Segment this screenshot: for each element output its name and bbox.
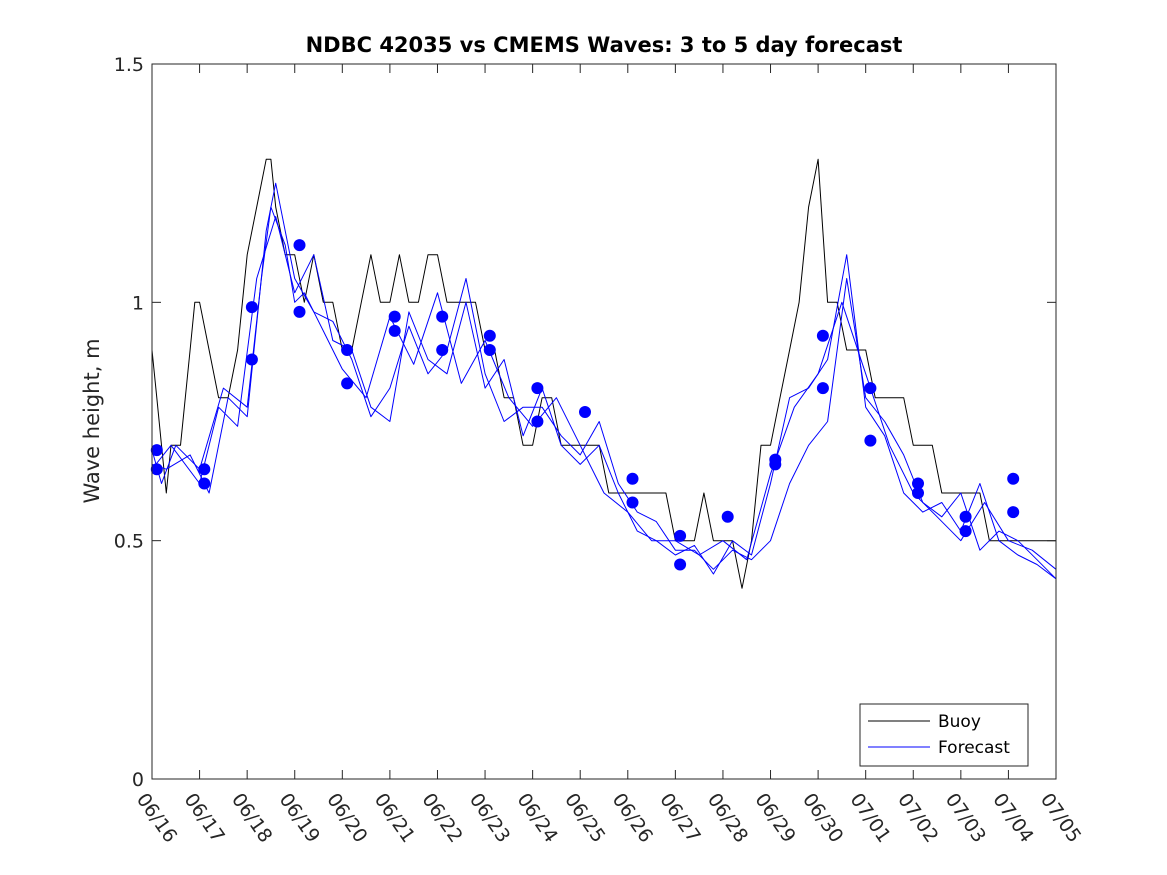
forecast-initial-point xyxy=(769,458,782,471)
forecast-initial-point xyxy=(674,529,687,542)
forecast-initial-point xyxy=(816,329,829,342)
forecast-initial-point xyxy=(626,472,639,485)
forecast-initial-point xyxy=(626,496,639,509)
forecast-initial-point xyxy=(531,415,544,428)
y-tick-label: 0.5 xyxy=(114,531,144,553)
forecast-initial-point xyxy=(150,463,163,476)
forecast-initial-point xyxy=(959,525,972,538)
chart-title: NDBC 42035 vs CMEMS Waves: 3 to 5 day fo… xyxy=(306,33,903,57)
forecast-initial-point xyxy=(245,353,258,366)
forecast-initial-point xyxy=(150,444,163,457)
forecast-initial-point xyxy=(341,377,354,390)
legend-label-forecast: Forecast xyxy=(938,738,1010,758)
forecast-initial-point xyxy=(959,510,972,523)
forecast-initial-point xyxy=(531,382,544,395)
forecast-initial-point xyxy=(721,510,734,523)
forecast-initial-point xyxy=(198,477,211,490)
forecast-initial-point xyxy=(388,324,401,337)
forecast-initial-point xyxy=(1007,472,1020,485)
forecast-initial-point xyxy=(198,463,211,476)
forecast-initial-point xyxy=(816,382,829,395)
forecast-initial-point xyxy=(388,310,401,323)
y-axis-label: Wave height, m xyxy=(80,338,104,503)
forecast-series-line-3 xyxy=(151,216,1057,580)
forecast-initial-point xyxy=(245,301,258,314)
forecast-initial-point xyxy=(912,477,924,490)
forecast-initial-point xyxy=(293,305,306,318)
forecast-initial-point xyxy=(674,558,687,571)
forecast-series-line-2 xyxy=(151,182,1057,580)
y-tick-label: 1.5 xyxy=(114,54,144,76)
forecast-initial-point xyxy=(436,344,449,356)
legend-label-buoy: Buoy xyxy=(938,712,981,732)
forecast-initial-point xyxy=(912,487,924,499)
y-tick-label: 1 xyxy=(132,292,144,314)
forecast-initial-point xyxy=(293,239,306,252)
y-axis: 0 0.5 1 1.5 xyxy=(114,54,1056,791)
forecast-initial-point xyxy=(579,406,591,418)
series-layer xyxy=(150,158,1057,589)
forecast-initial-point xyxy=(864,434,877,447)
legend-box xyxy=(859,703,1029,767)
forecast-initial-point xyxy=(1007,506,1020,519)
forecast-initial-point xyxy=(436,310,449,323)
plot-area xyxy=(152,64,1056,779)
forecast-initial-point xyxy=(341,344,354,356)
forecast-initial-point xyxy=(483,344,496,356)
forecast-initial-point xyxy=(864,382,877,395)
y-tick-label: 0 xyxy=(132,769,144,791)
legend: Buoy Forecast xyxy=(859,703,1029,767)
plot-frame xyxy=(151,63,1057,780)
forecast-initial-point xyxy=(483,329,496,342)
